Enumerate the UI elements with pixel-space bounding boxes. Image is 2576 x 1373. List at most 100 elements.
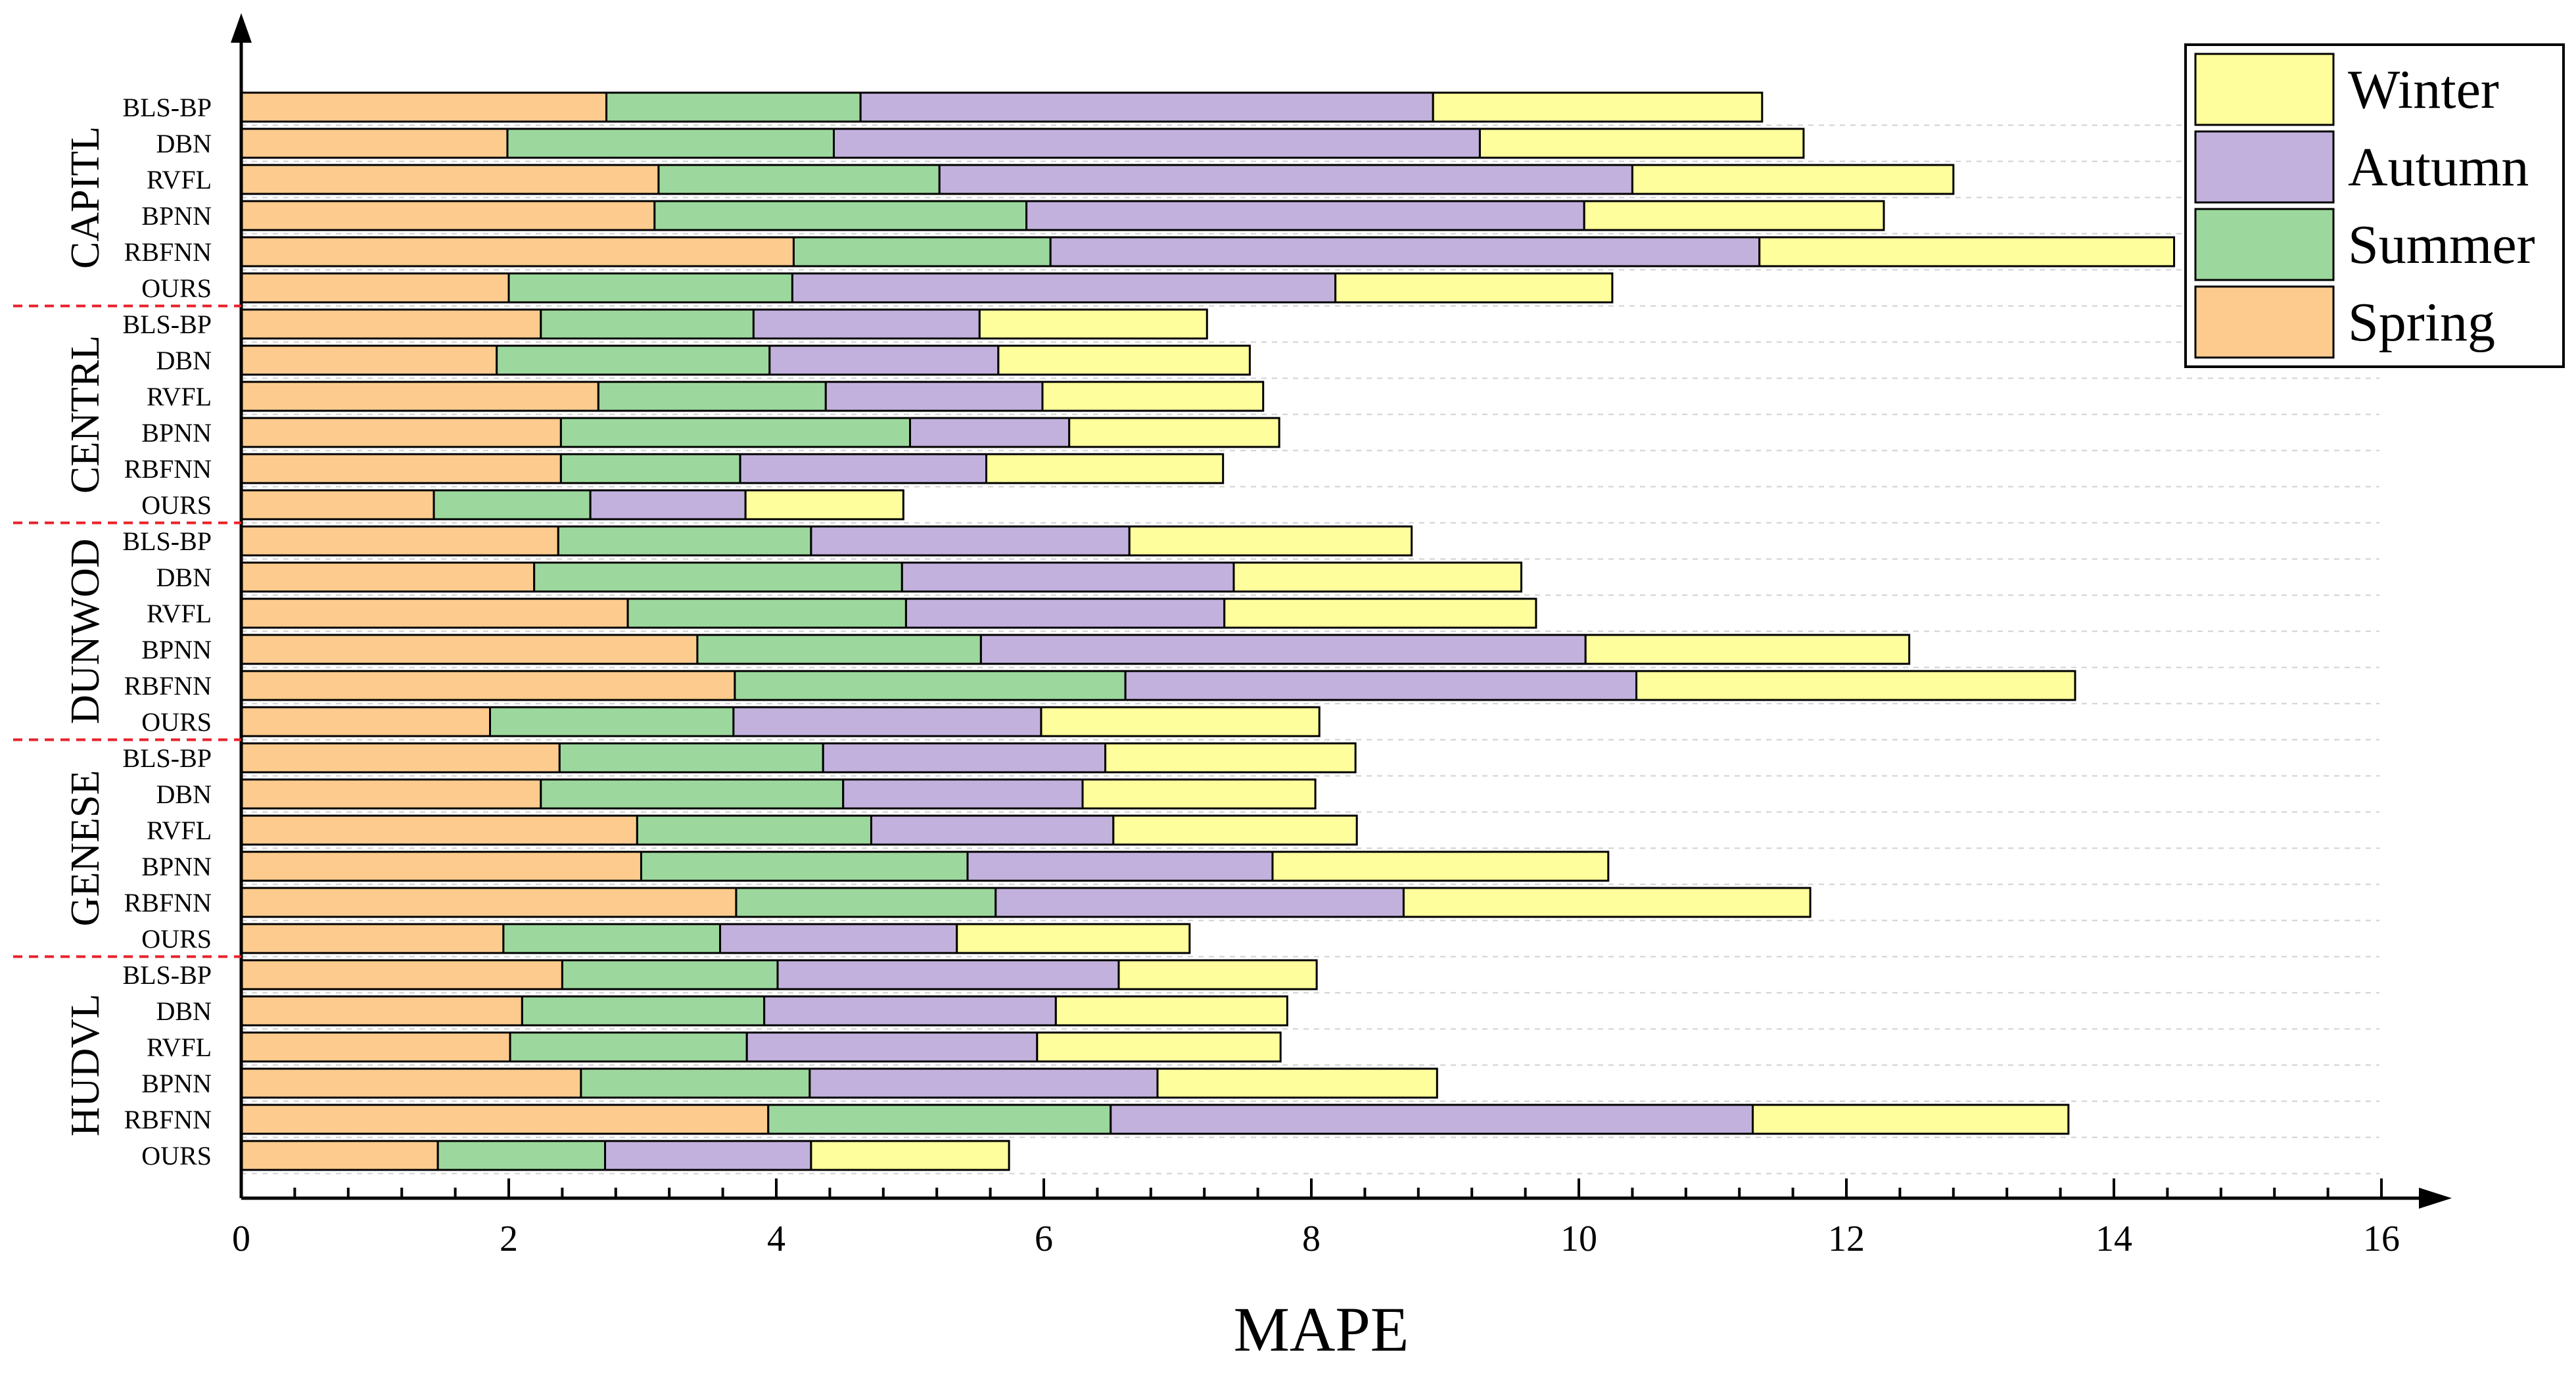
x-tick-label: 2 xyxy=(500,1219,518,1259)
group-label: CAPITL xyxy=(63,126,108,269)
y-axis-arrow xyxy=(231,13,252,43)
bar-segment-autumn xyxy=(870,814,1115,846)
x-tick-label: 0 xyxy=(232,1219,250,1259)
category-label: BLS-BP xyxy=(122,526,212,556)
category-label: BPNN xyxy=(141,201,212,231)
category-label: DBN xyxy=(156,129,212,158)
bar-segment-summer xyxy=(540,778,845,810)
bar-segment-winter xyxy=(1232,561,1522,593)
bar-segment-spring xyxy=(240,887,738,918)
bar-segment-spring xyxy=(240,561,536,593)
bar-segment-summer xyxy=(735,887,997,918)
group-label: HUDVL xyxy=(63,994,108,1136)
bar-segment-winter xyxy=(1584,634,1911,665)
bar-segment-winter xyxy=(1271,850,1610,882)
category-label: BPNN xyxy=(141,418,212,448)
bar-segment-summer xyxy=(433,489,592,521)
bar-segment-summer xyxy=(521,995,766,1027)
category-label: DBN xyxy=(156,780,212,809)
bar-segment-summer xyxy=(489,706,735,737)
bar-segment-autumn xyxy=(901,561,1235,593)
bar-segment-spring xyxy=(240,850,642,882)
legend: Winter Autumn Summer Spring xyxy=(2184,43,2565,368)
bar-segment-spring xyxy=(240,489,435,521)
category-label: BPNN xyxy=(141,635,212,664)
bar-segment-winter xyxy=(1081,778,1317,810)
bar-segment-summer xyxy=(626,597,907,629)
bar-segment-winter xyxy=(1402,887,1812,918)
x-tick-label: 8 xyxy=(1302,1219,1321,1259)
bar-segment-summer xyxy=(533,561,903,593)
bar-segment-spring xyxy=(240,1031,511,1063)
bar-segment-spring xyxy=(240,200,656,231)
bar-segment-winter xyxy=(1104,742,1357,774)
bar-segment-summer xyxy=(657,164,941,195)
bar-segment-summer xyxy=(597,381,827,412)
bar-segment-winter xyxy=(744,489,904,521)
category-label: RBFNN xyxy=(124,888,212,918)
legend-swatch-autumn xyxy=(2194,130,2335,204)
bar-segment-winter xyxy=(1752,1104,2070,1135)
bar-segment-winter xyxy=(1112,814,1358,846)
bar-segment-summer xyxy=(496,344,771,376)
x-tick-label: 12 xyxy=(1828,1219,1865,1259)
bar-segment-winter xyxy=(1156,1067,1438,1099)
x-tick-label: 16 xyxy=(2363,1219,2400,1259)
bar-segment-autumn xyxy=(776,959,1120,990)
bar-segment-winter xyxy=(1054,995,1288,1027)
group-label: DUNWOD xyxy=(63,538,108,724)
group-label: CENTRL xyxy=(63,335,108,494)
x-axis-arrow xyxy=(2419,1188,2452,1209)
bar-segment-spring xyxy=(240,959,563,990)
bar-segment-spring xyxy=(240,236,795,268)
legend-swatch-winter xyxy=(2194,53,2335,126)
bar-segment-autumn xyxy=(822,742,1107,774)
bars xyxy=(240,91,2176,1171)
bar-segment-autumn xyxy=(589,489,747,521)
bar-segment-autumn xyxy=(1049,236,1761,268)
bar-segment-autumn xyxy=(979,634,1587,665)
bar-segment-winter xyxy=(1128,525,1413,557)
bar-segment-spring xyxy=(240,344,498,376)
bar-segment-summer xyxy=(558,742,824,774)
bar-segment-spring xyxy=(240,128,509,159)
bar-segment-autumn xyxy=(810,525,1131,557)
category-label: BLS-BP xyxy=(122,743,212,773)
x-axis-title: MAPE xyxy=(1234,1294,1409,1364)
bar-segment-winter xyxy=(1036,1031,1282,1063)
bar-segment-spring xyxy=(240,272,510,304)
category-label: DBN xyxy=(156,563,212,592)
legend-label: Winter xyxy=(2348,59,2499,120)
bar-segment-spring xyxy=(240,1140,439,1171)
bar-segment-winter xyxy=(1040,706,1321,737)
bar-segment-winter xyxy=(1117,959,1318,990)
bar-segment-winter xyxy=(1478,128,1805,159)
bar-segment-summer xyxy=(509,1031,748,1063)
legend-label: Spring xyxy=(2348,292,2495,353)
category-label: DBN xyxy=(156,346,212,375)
category-label: RBFNN xyxy=(124,671,212,701)
bar-segment-spring xyxy=(240,634,699,665)
bar-segment-autumn xyxy=(719,923,958,954)
bar-segment-winter xyxy=(1583,200,1885,231)
category-label: BLS-BP xyxy=(122,310,212,339)
bar-segment-winter xyxy=(997,344,1251,376)
bar-segment-summer xyxy=(559,417,911,448)
category-label: OURS xyxy=(141,707,212,737)
category-label: RVFL xyxy=(147,165,212,195)
bar-segment-spring xyxy=(240,778,542,810)
bar-segment-autumn xyxy=(739,453,987,484)
labels: BLS-BP DBN RVFL BPNN RBFNN OURS BLS-BP DBN RVFL B… xyxy=(13,93,241,1171)
bar-segment-summer xyxy=(540,308,755,340)
grid-lines xyxy=(241,124,2379,1175)
bar-segment-autumn xyxy=(732,706,1042,737)
bar-segment-autumn xyxy=(904,597,1226,629)
bar-segment-summer xyxy=(580,1067,811,1099)
bar-segment-winter xyxy=(1068,417,1280,448)
category-label: RBFNN xyxy=(124,237,212,267)
bar-segment-spring xyxy=(240,995,523,1027)
bar-segment-spring xyxy=(240,597,629,629)
bar-segment-spring xyxy=(240,742,561,774)
bar-segment-summer xyxy=(792,236,1052,268)
category-label: RVFL xyxy=(147,382,212,411)
